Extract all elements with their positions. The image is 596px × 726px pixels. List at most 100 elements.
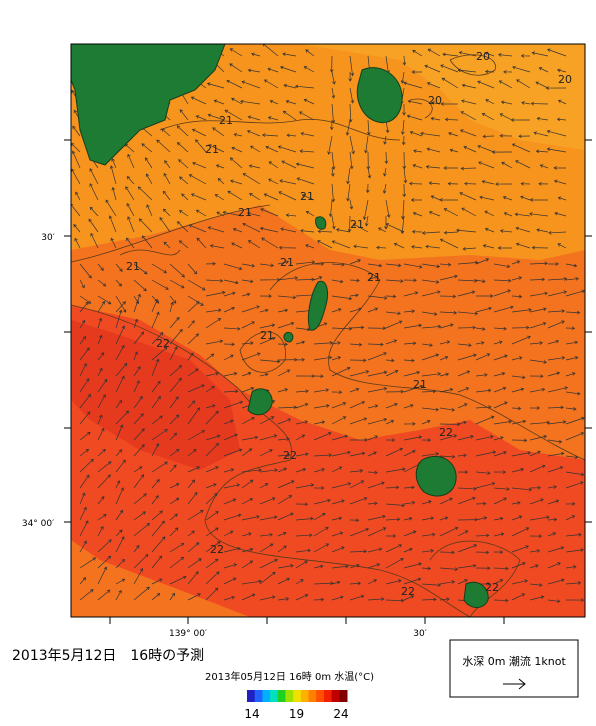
arrow — [349, 451, 366, 457]
arrow — [529, 549, 541, 553]
arrow — [529, 307, 547, 313]
arrow — [512, 65, 531, 73]
arrow — [259, 336, 276, 345]
arrow — [246, 211, 261, 217]
arrow — [195, 115, 207, 121]
arrow — [313, 355, 333, 361]
arrow — [547, 48, 567, 57]
arrow — [403, 485, 415, 490]
arrow — [384, 151, 389, 165]
lat-label: 34° 00′ — [22, 519, 54, 529]
arrow — [529, 564, 539, 569]
arrow — [79, 295, 92, 304]
arrow — [499, 113, 513, 121]
arrow — [547, 371, 561, 377]
arrow — [457, 325, 476, 330]
arrow — [349, 358, 367, 363]
arrow — [223, 389, 239, 394]
arrow — [300, 131, 315, 137]
arrow — [346, 167, 351, 185]
arrow — [500, 100, 513, 105]
colorbar-step — [339, 690, 348, 702]
arrow — [385, 389, 405, 394]
arrow — [331, 434, 349, 441]
arrow — [497, 53, 513, 57]
arrow — [439, 597, 450, 602]
arrow — [447, 181, 459, 186]
arrow — [565, 263, 578, 268]
arrow — [241, 560, 254, 569]
arrow — [126, 202, 135, 217]
arrow — [383, 135, 387, 145]
arrow — [97, 295, 112, 305]
arrow — [403, 358, 415, 363]
arrow — [313, 581, 334, 586]
arrow — [425, 244, 441, 249]
arrow — [349, 199, 354, 210]
arrow — [294, 84, 315, 89]
arrow — [283, 83, 297, 89]
arrow — [133, 554, 149, 569]
arrow — [431, 101, 441, 105]
arrow — [260, 208, 279, 217]
arrow — [313, 486, 325, 490]
arrow — [217, 178, 225, 185]
arrow — [277, 577, 291, 585]
arrow — [421, 263, 441, 269]
arrow — [464, 181, 477, 186]
arrow — [547, 262, 559, 266]
arrow — [529, 434, 548, 441]
arrow — [349, 307, 362, 313]
arrow — [230, 179, 243, 185]
arrow — [385, 358, 395, 363]
arrow — [115, 279, 122, 287]
arrow — [115, 578, 126, 585]
arrow — [241, 416, 255, 425]
arrow — [349, 370, 370, 377]
arrow — [115, 589, 122, 601]
arrow — [349, 400, 366, 409]
arrow — [403, 341, 417, 346]
arrow — [327, 135, 333, 155]
arrow — [403, 404, 414, 409]
arrow — [421, 311, 438, 316]
arrow — [367, 295, 388, 300]
arrow — [511, 527, 530, 537]
arrow — [212, 127, 225, 137]
arrow — [313, 498, 331, 505]
arrow — [205, 308, 222, 313]
arrow — [331, 580, 341, 585]
arrow — [241, 321, 255, 329]
arrow — [385, 485, 400, 490]
arrow — [151, 593, 161, 601]
arrow — [366, 119, 371, 136]
arrow — [162, 208, 171, 217]
colorbar-step — [331, 690, 340, 702]
arrow — [79, 301, 89, 313]
arrow — [169, 543, 185, 553]
arrow — [259, 533, 273, 537]
arrow — [475, 415, 495, 425]
arrow — [367, 352, 387, 361]
sea-cool — [300, 44, 585, 150]
arrow — [313, 543, 330, 553]
arrow — [511, 335, 531, 345]
arrow — [403, 422, 416, 426]
arrow — [439, 262, 452, 267]
arrow — [565, 471, 585, 477]
arrow — [268, 161, 279, 169]
contour-label: 21 — [205, 143, 219, 156]
arrow — [216, 211, 225, 217]
arrow — [73, 223, 81, 233]
arrow — [477, 80, 495, 89]
arrow — [187, 430, 206, 441]
arrow — [97, 334, 103, 345]
arrow — [349, 527, 370, 537]
arrow — [510, 118, 531, 122]
arrow — [169, 527, 179, 537]
arrow — [529, 515, 550, 521]
colorbar-step — [308, 690, 317, 702]
arrow — [277, 437, 290, 441]
arrow — [367, 514, 386, 521]
arrow — [439, 454, 456, 459]
